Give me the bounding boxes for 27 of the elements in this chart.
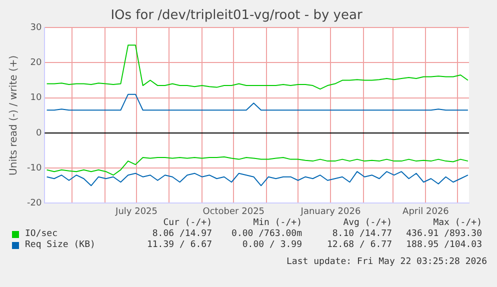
y-tick-label: 10 [30, 93, 42, 104]
text: Max (-/+) [432, 218, 482, 228]
chart-title: IOs for /dev/tripleit01-vg/root - by year [110, 8, 363, 24]
y-tick-label: -20 [26, 198, 42, 209]
y-tick-label: 30 [30, 22, 42, 33]
y-tick-label: 0 [36, 128, 42, 138]
text: 0.00 /763.00m [230, 229, 302, 239]
x-tick-label: January 2026 [300, 206, 361, 217]
legend-label: IO/sec [24, 229, 59, 239]
text: Min (-/+) [252, 218, 302, 228]
text: 0.00 / 3.99 [241, 240, 302, 250]
x-tick-label: October 2025 [202, 206, 265, 217]
text: 12.68 / 6.77 [326, 240, 392, 250]
x-tick-label: April 2026 [402, 206, 450, 217]
y-tick-label: -10 [26, 163, 42, 174]
y-tick-label: 20 [30, 58, 42, 68]
text: Cur (-/+) [162, 218, 212, 228]
legend-label: Req Size (KB) [24, 240, 96, 250]
x-tick-label: July 2025 [114, 206, 158, 217]
y-axis-title: Units read (-) / write (+) [8, 55, 20, 176]
text: 436.91 /893.30 [405, 229, 482, 239]
text: Avg (-/+) [342, 218, 392, 228]
text: 8.10 /14.77 [331, 229, 392, 239]
text: 8.06 /14.97 [151, 229, 212, 239]
text: 188.95 /104.03 [405, 240, 482, 250]
text: Last update: Fri May 22 03:25:28 2026 [286, 257, 487, 267]
text: 11.39 / 6.67 [146, 240, 212, 250]
